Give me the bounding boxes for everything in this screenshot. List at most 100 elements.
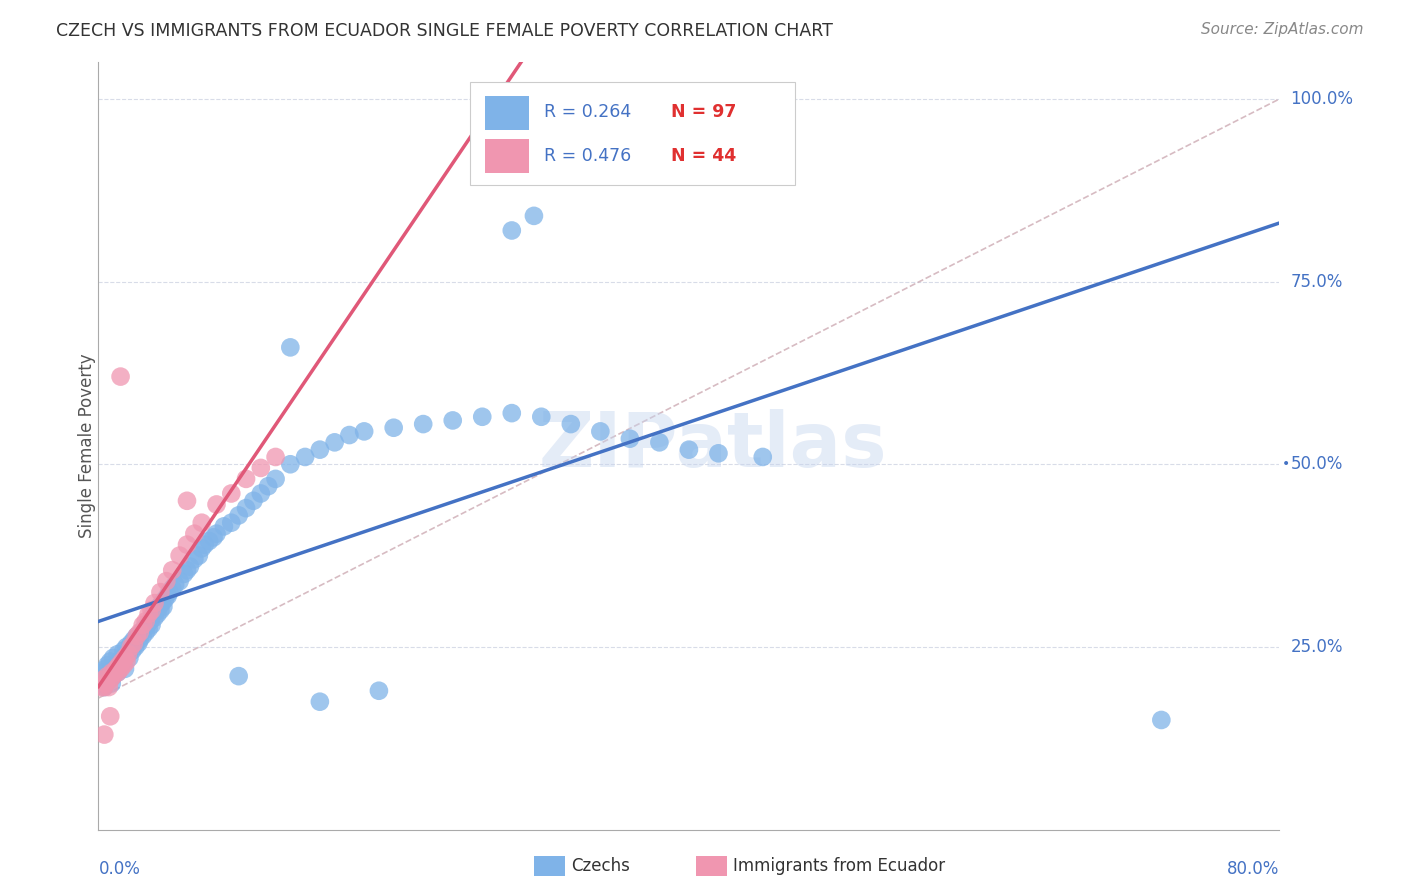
Text: R = 0.476: R = 0.476 <box>544 147 631 165</box>
Point <box>91 673 114 687</box>
Point <box>250 461 273 475</box>
Point <box>129 625 152 640</box>
Point <box>250 486 273 500</box>
Point <box>124 640 146 654</box>
Point <box>412 417 434 431</box>
Text: Czechs: Czechs <box>571 857 630 875</box>
Point <box>264 472 287 486</box>
Point <box>169 549 191 563</box>
Point <box>150 596 173 610</box>
Point <box>353 425 375 439</box>
Point <box>501 406 523 420</box>
Point <box>98 673 121 687</box>
Point <box>110 662 132 676</box>
Point <box>205 526 228 541</box>
Point <box>135 615 157 629</box>
Point <box>146 607 169 621</box>
Point <box>132 629 155 643</box>
Point <box>162 563 183 577</box>
Point <box>589 425 612 439</box>
Point <box>280 457 302 471</box>
Point <box>90 676 112 690</box>
Y-axis label: Single Female Poverty: Single Female Poverty <box>79 354 96 538</box>
Text: R = 0.264: R = 0.264 <box>544 103 631 121</box>
Text: CZECH VS IMMIGRANTS FROM ECUADOR SINGLE FEMALE POVERTY CORRELATION CHART: CZECH VS IMMIGRANTS FROM ECUADOR SINGLE … <box>56 22 834 40</box>
Point <box>191 516 214 530</box>
Point <box>145 603 167 617</box>
Point <box>707 446 730 460</box>
Point <box>149 603 172 617</box>
Point <box>530 409 553 424</box>
Point <box>97 673 120 687</box>
Point <box>221 516 243 530</box>
Point <box>752 450 775 464</box>
Text: Source: ZipAtlas.com: Source: ZipAtlas.com <box>1201 22 1364 37</box>
Point <box>139 615 162 629</box>
Point <box>153 592 176 607</box>
Point <box>98 709 121 723</box>
Point <box>118 651 141 665</box>
Point <box>93 680 115 694</box>
Point <box>107 647 129 661</box>
Text: 75.0%: 75.0% <box>1291 273 1343 291</box>
Point <box>112 643 135 657</box>
Point <box>122 636 145 650</box>
Text: N = 97: N = 97 <box>671 103 737 121</box>
Point <box>125 629 148 643</box>
Point <box>114 662 136 676</box>
Point <box>309 695 332 709</box>
Point <box>103 669 125 683</box>
Point <box>221 486 243 500</box>
Point <box>619 432 641 446</box>
Point <box>228 508 250 523</box>
Point <box>235 501 257 516</box>
Point <box>176 563 198 577</box>
Point <box>212 519 235 533</box>
Point <box>91 665 114 680</box>
Point <box>94 676 117 690</box>
Point <box>96 669 118 683</box>
Point <box>127 636 149 650</box>
Point <box>176 493 198 508</box>
Point <box>138 622 160 636</box>
Point <box>382 421 405 435</box>
Point <box>117 647 139 661</box>
Point <box>198 533 221 548</box>
Text: 100.0%: 100.0% <box>1291 90 1354 108</box>
Point <box>100 665 122 680</box>
Point <box>135 625 157 640</box>
Point <box>103 651 125 665</box>
Point <box>90 680 112 694</box>
Point <box>187 549 209 563</box>
Text: 25.0%: 25.0% <box>1291 638 1343 656</box>
Point <box>110 658 132 673</box>
Point <box>165 578 187 592</box>
Point <box>100 676 122 690</box>
Point <box>110 369 132 384</box>
Point <box>111 655 134 669</box>
Point <box>183 526 205 541</box>
Point <box>105 658 128 673</box>
Point <box>179 559 201 574</box>
Point <box>136 618 159 632</box>
Text: 50.0%: 50.0% <box>1291 455 1343 474</box>
Point <box>107 665 129 680</box>
Point <box>155 574 177 589</box>
Point <box>120 636 142 650</box>
Point <box>149 585 172 599</box>
Point <box>112 658 135 673</box>
Point <box>128 632 150 647</box>
Point <box>125 629 148 643</box>
Point <box>523 209 546 223</box>
Point <box>501 223 523 237</box>
Text: •: • <box>1282 458 1291 471</box>
FancyBboxPatch shape <box>471 81 796 186</box>
Bar <box>485 96 530 130</box>
Point <box>93 680 115 694</box>
Point <box>176 538 198 552</box>
Point <box>103 669 125 683</box>
Point <box>142 607 165 621</box>
Point <box>115 640 138 654</box>
Point <box>264 450 287 464</box>
Point <box>235 472 257 486</box>
